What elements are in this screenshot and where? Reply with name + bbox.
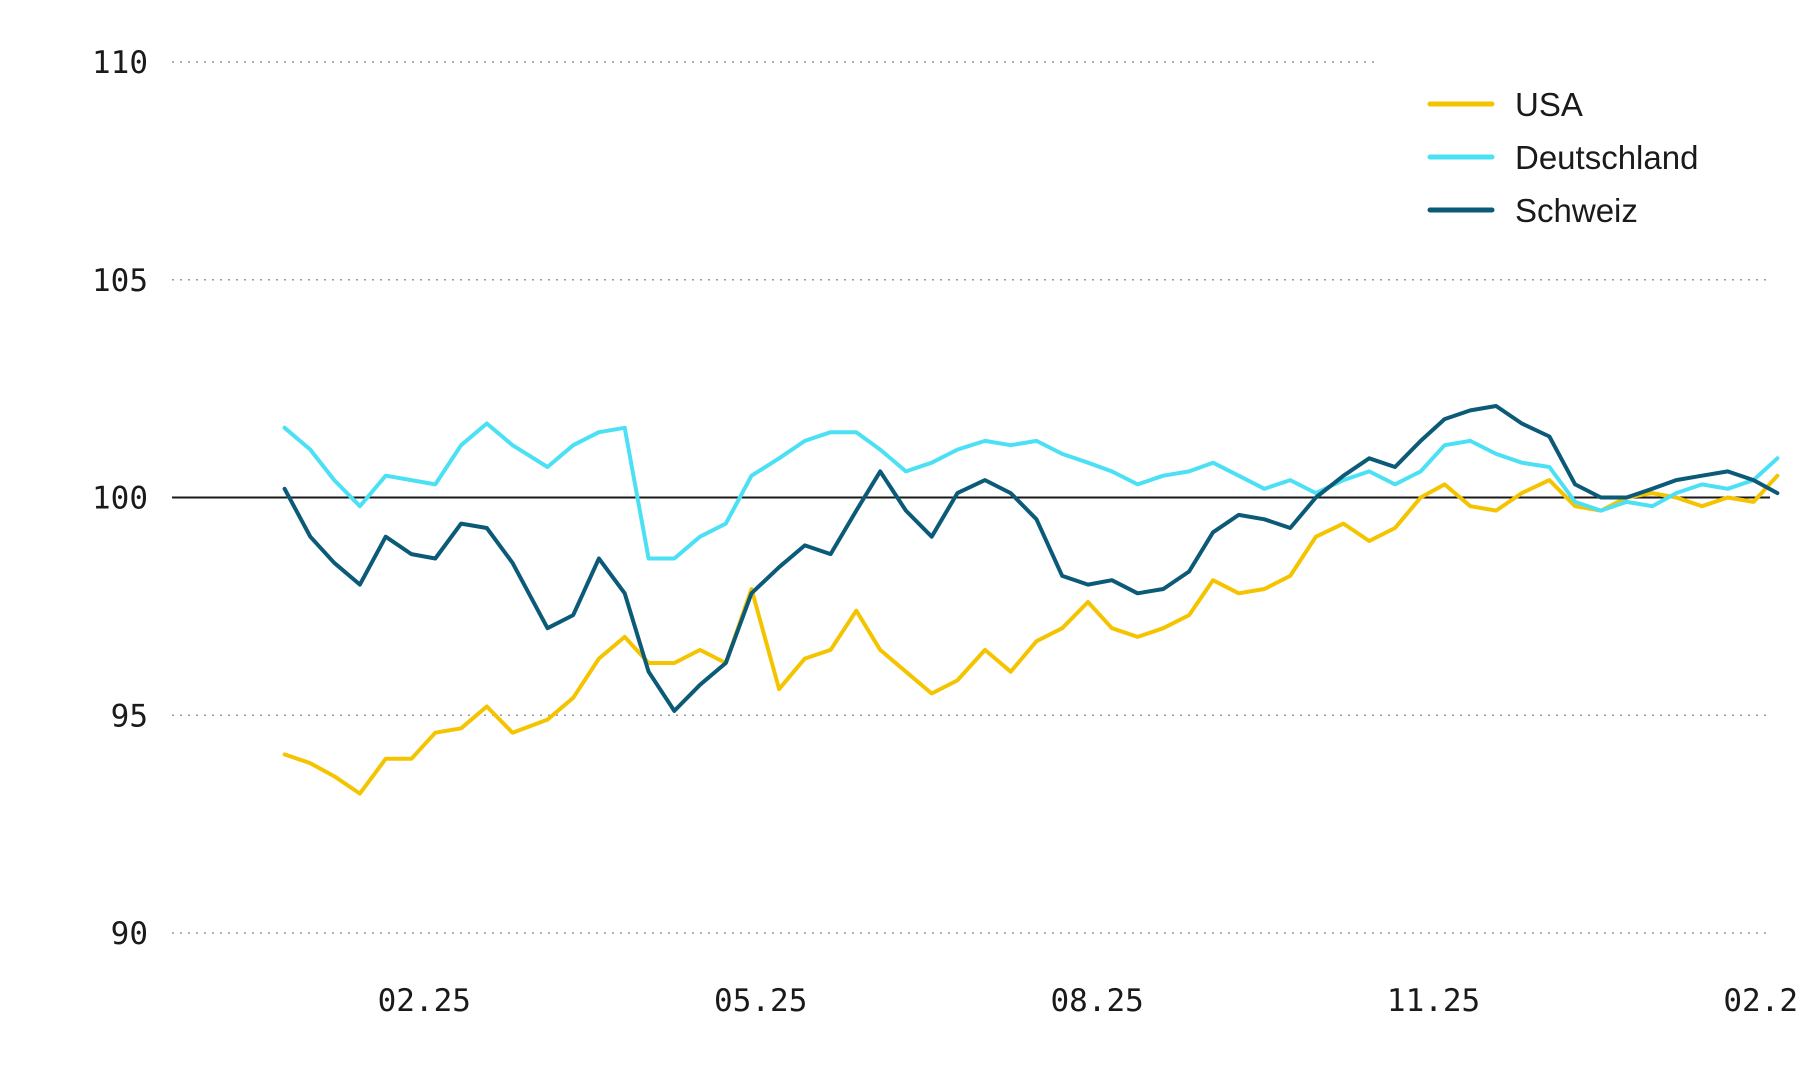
legend-label: Schweiz	[1515, 192, 1638, 229]
series-line-schweiz	[282, 404, 1780, 713]
legend: USA Deutschland Schweiz	[1427, 86, 1698, 229]
y-tick-label: 110	[92, 45, 148, 81]
x-tick-label: 05.25	[714, 983, 807, 1019]
y-tick-label: 90	[111, 916, 148, 952]
series-lines	[282, 404, 1780, 796]
legend-label: Deutschland	[1515, 139, 1698, 176]
y-tick-label: 105	[92, 263, 148, 299]
series-line-usa	[282, 473, 1780, 796]
x-tick-label: 02.26	[1723, 983, 1800, 1019]
x-tick-label: 11.25	[1387, 983, 1480, 1019]
x-axis-tick-labels: 02.25 05.25 08.25 11.25 02.26	[378, 983, 1800, 1019]
grid-layer	[172, 61, 1770, 934]
y-tick-label: 95	[111, 698, 148, 734]
x-tick-label: 08.25	[1050, 983, 1143, 1019]
series-line-deutschland	[282, 421, 1780, 561]
x-tick-label: 02.25	[378, 983, 471, 1019]
y-tick-label: 100	[92, 481, 148, 517]
y-axis-tick-labels: 110 105 100 95 90	[92, 45, 148, 952]
legend-label: USA	[1515, 86, 1583, 123]
